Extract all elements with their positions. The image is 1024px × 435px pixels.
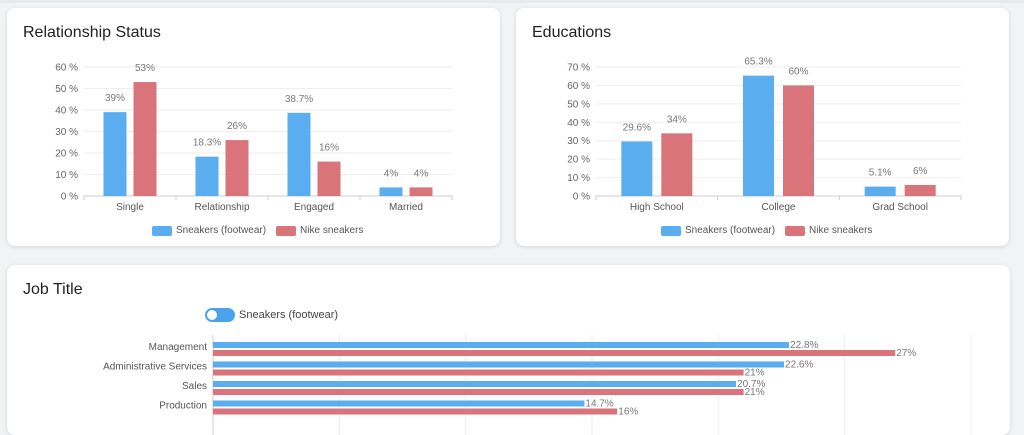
- x-category-label: College: [762, 202, 796, 213]
- bar: [783, 85, 814, 196]
- data-label: 29.6%: [623, 122, 651, 133]
- legend-label-nike: Nike sneakers: [809, 225, 873, 236]
- educations-card: Educations 0 % 10 % 20 % 30 % 40 % 50 % 60 % 70…: [516, 8, 1009, 246]
- legend-item-nike[interactable]: Nike sneakers: [785, 225, 872, 236]
- bar: [103, 112, 127, 196]
- y-category-label: Production: [159, 401, 207, 412]
- y-tick-label: 20 %: [567, 155, 590, 166]
- x-category-label: High School: [630, 202, 684, 213]
- job-chart-title: Job Title: [23, 281, 83, 298]
- data-label: 21%: [745, 368, 765, 379]
- data-label: 5.1%: [869, 168, 892, 179]
- x-category-label: Relationship: [194, 202, 249, 213]
- data-label: 53%: [135, 63, 155, 74]
- bar: [661, 133, 693, 196]
- data-label: 4%: [384, 168, 399, 179]
- bar: [379, 187, 403, 196]
- legend-label-sneakers: Sneakers (footwear): [176, 225, 267, 236]
- data-label: 6%: [913, 166, 928, 177]
- y-category-label: Sales: [182, 381, 207, 392]
- legend-swatch-nike: [785, 225, 806, 236]
- data-label: 4%: [414, 168, 429, 179]
- data-label: 39%: [105, 93, 125, 104]
- data-label: 26%: [227, 121, 247, 132]
- bar: [213, 389, 744, 395]
- legend-item-sneakers[interactable]: Sneakers (footwear): [661, 225, 775, 236]
- legend-swatch-nike: [276, 225, 297, 236]
- bar: [904, 184, 936, 196]
- data-label: 27%: [896, 348, 916, 359]
- x-category-label: Engaged: [294, 202, 334, 213]
- legend-label-sneakers: Sneakers (footwear): [685, 225, 776, 236]
- x-category-label: Married: [389, 202, 423, 213]
- bar: [213, 342, 790, 348]
- x-category-label: Single: [116, 202, 144, 213]
- legend-swatch-sneakers: [661, 225, 681, 236]
- y-tick-label: 40 %: [567, 118, 590, 129]
- y-tick-label: 60 %: [55, 63, 78, 74]
- bar: [225, 140, 249, 196]
- legend-label-nike: Nike sneakers: [300, 225, 364, 236]
- bar: [213, 381, 737, 387]
- education-chart: 0 % 10 % 20 % 30 % 40 % 50 % 60 % 70 % High Scho…: [567, 57, 962, 213]
- bar: [213, 361, 785, 368]
- toggle-label: Sneakers (footwear): [239, 309, 339, 321]
- y-category-label: Administrative Services: [103, 362, 207, 373]
- bar: [864, 186, 896, 196]
- legend-swatch-sneakers: [152, 225, 172, 236]
- data-label: 38.7%: [285, 94, 313, 105]
- bar: [213, 369, 744, 376]
- data-label: 60%: [788, 66, 808, 77]
- data-label: 34%: [667, 114, 687, 125]
- data-label: 20.7%: [737, 379, 765, 390]
- bar: [213, 408, 618, 415]
- data-label: 22.8%: [790, 340, 818, 351]
- relationship-status-card: Relationship Status 0 % 10 % 20 % 30 % 40 % 5…: [7, 8, 500, 246]
- bar: [195, 156, 219, 196]
- y-tick-label: 30 %: [567, 136, 590, 147]
- bar: [409, 187, 433, 196]
- bar: [213, 350, 896, 356]
- relationship-chart-title: Relationship Status: [23, 24, 161, 41]
- x-category-label: Grad School: [872, 202, 928, 213]
- y-tick-label: 30 %: [55, 127, 78, 138]
- data-label: 16%: [319, 143, 339, 154]
- data-label: 65.3%: [744, 57, 772, 68]
- y-tick-label: 10 %: [567, 173, 590, 184]
- data-label: 14.7%: [585, 399, 613, 410]
- data-label: 18.3%: [193, 138, 221, 149]
- bar: [317, 161, 341, 196]
- bar: [287, 112, 311, 196]
- toggle-switch[interactable]: [205, 308, 235, 322]
- y-tick-label: 0 %: [573, 192, 590, 203]
- data-label: 21%: [745, 387, 765, 398]
- bar: [133, 82, 157, 196]
- data-label: 22.6%: [785, 360, 813, 371]
- education-chart-title: Educations: [532, 24, 612, 41]
- legend-item-nike[interactable]: Nike sneakers: [276, 225, 363, 236]
- relationship-legend[interactable]: Sneakers (footwear) Nike sneakers: [152, 225, 363, 236]
- y-tick-label: 50 %: [55, 84, 78, 95]
- data-label: 16%: [618, 407, 638, 418]
- y-tick-label: 60 %: [567, 81, 590, 92]
- y-tick-label: 70 %: [567, 63, 590, 74]
- top-strip: [0, 0, 1024, 3]
- bar: [743, 75, 774, 196]
- y-tick-label: 0 %: [61, 192, 78, 203]
- y-tick-label: 40 %: [55, 106, 78, 117]
- y-tick-label: 10 %: [55, 170, 78, 181]
- y-category-label: Management: [149, 342, 208, 353]
- relationship-chart: 0 % 10 % 20 % 30 % 40 % 50 % 60 % Single 39% 53% R…: [55, 63, 453, 213]
- job-title-chart: Management 22.8% 27% Administrative Service…: [103, 335, 972, 435]
- y-tick-label: 50 %: [567, 99, 590, 110]
- legend-item-sneakers[interactable]: Sneakers (footwear): [152, 225, 266, 236]
- education-legend[interactable]: Sneakers (footwear) Nike sneakers: [661, 225, 872, 236]
- bar: [213, 400, 585, 407]
- series-toggle[interactable]: Sneakers (footwear): [205, 308, 338, 322]
- y-tick-label: 20 %: [55, 149, 78, 160]
- bar: [621, 141, 653, 196]
- toggle-knob: [207, 310, 217, 320]
- job-title-card: Job Title Sneakers (footwear) Management…: [7, 265, 1010, 435]
